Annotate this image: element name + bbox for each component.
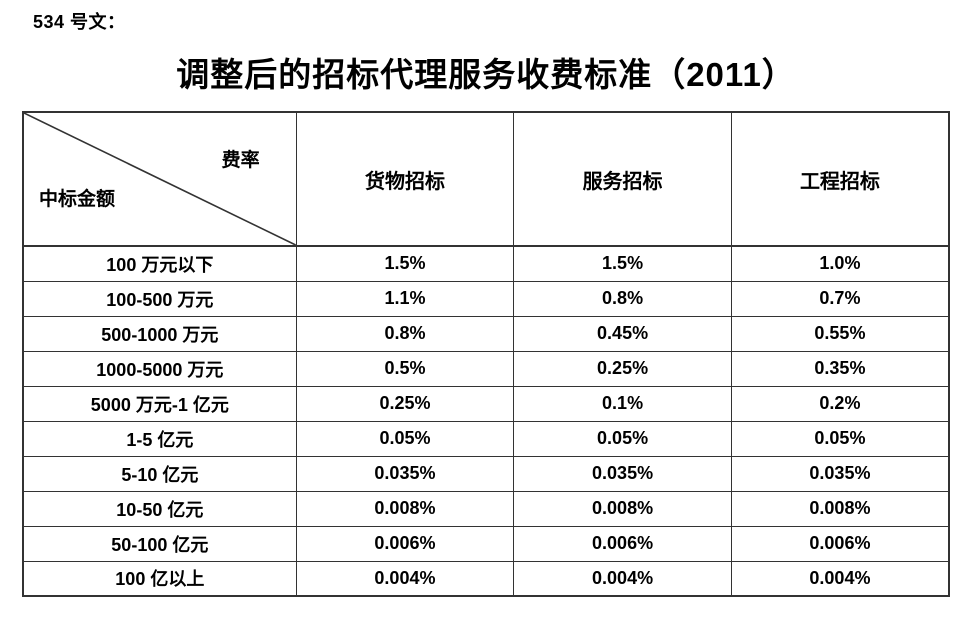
cell-value: 0.5% — [295, 350, 515, 387]
cell-value: 0.1% — [513, 385, 732, 422]
cell-value: 0.004% — [295, 560, 515, 597]
cell-value: 0.008% — [513, 490, 732, 527]
cell-value: 0.8% — [513, 280, 732, 317]
table-row: 100 亿以上 0.004% 0.004% 0.004% — [22, 560, 950, 597]
page-title: 调整后的招标代理服务收费标准（2011） — [176, 56, 796, 93]
cell-value: 1.5% — [295, 245, 515, 282]
table-row: 500-1000 万元 0.8% 0.45% 0.55% — [22, 315, 950, 352]
row-label: 500-1000 万元 — [22, 315, 297, 352]
corner-label-amount: 中标金额 — [39, 189, 116, 210]
diagonal-divider-line — [24, 113, 296, 245]
cell-value: 1.0% — [730, 245, 950, 282]
column-header-goods: 货物招标 — [295, 111, 515, 247]
row-label: 100 万元以下 — [22, 245, 297, 282]
table-row: 1-5 亿元 0.05% 0.05% 0.05% — [22, 420, 950, 457]
cell-value: 0.006% — [295, 525, 515, 562]
cell-value: 0.45% — [513, 315, 732, 352]
cell-value: 0.25% — [295, 385, 515, 422]
cell-value: 0.008% — [730, 490, 950, 527]
cell-value: 0.006% — [730, 525, 950, 562]
cell-value: 0.2% — [730, 385, 950, 422]
cell-value: 0.035% — [295, 455, 515, 492]
table-row: 5000 万元-1 亿元 0.25% 0.1% 0.2% — [22, 385, 950, 422]
fee-standard-table: 费率 中标金额 货物招标 服务招标 工程招标 100 万元以下 1.5% 1.5… — [22, 111, 950, 597]
corner-header-cell: 费率 中标金额 — [22, 111, 297, 247]
cell-value: 1.5% — [513, 245, 732, 282]
row-label: 100 亿以上 — [22, 560, 297, 597]
row-label: 50-100 亿元 — [22, 525, 297, 562]
table-row: 10-50 亿元 0.008% 0.008% 0.008% — [22, 490, 950, 527]
cell-value: 0.7% — [730, 280, 950, 317]
table-row: 100-500 万元 1.1% 0.8% 0.7% — [22, 280, 950, 317]
corner-label-rate: 费率 — [221, 150, 260, 171]
row-label: 5000 万元-1 亿元 — [22, 385, 297, 422]
cell-value: 0.35% — [730, 350, 950, 387]
cell-value: 0.05% — [295, 420, 515, 457]
cell-value: 0.05% — [513, 420, 732, 457]
cell-value: 0.035% — [513, 455, 732, 492]
cell-value: 0.004% — [513, 560, 732, 597]
table-row: 100 万元以下 1.5% 1.5% 1.0% — [22, 245, 950, 282]
table-row: 5-10 亿元 0.035% 0.035% 0.035% — [22, 455, 950, 492]
row-label: 100-500 万元 — [22, 280, 297, 317]
cell-value: 0.8% — [295, 315, 515, 352]
cell-value: 0.008% — [295, 490, 515, 527]
cell-value: 0.55% — [730, 315, 950, 352]
cell-value: 0.25% — [513, 350, 732, 387]
table-row: 1000-5000 万元 0.5% 0.25% 0.35% — [22, 350, 950, 387]
row-label: 10-50 亿元 — [22, 490, 297, 527]
cell-value: 0.035% — [730, 455, 950, 492]
cell-value: 0.05% — [730, 420, 950, 457]
row-label: 1-5 亿元 — [22, 420, 297, 457]
cell-value: 0.004% — [730, 560, 950, 597]
table-row: 50-100 亿元 0.006% 0.006% 0.006% — [22, 525, 950, 562]
row-label: 5-10 亿元 — [22, 455, 297, 492]
row-label: 1000-5000 万元 — [22, 350, 297, 387]
column-header-services: 服务招标 — [513, 111, 732, 247]
doc-number-label: 534 号文： — [33, 12, 126, 32]
column-header-engineering: 工程招标 — [730, 111, 950, 247]
header-row: 费率 中标金额 货物招标 服务招标 工程招标 — [22, 111, 950, 247]
cell-value: 1.1% — [295, 280, 515, 317]
cell-value: 0.006% — [513, 525, 732, 562]
